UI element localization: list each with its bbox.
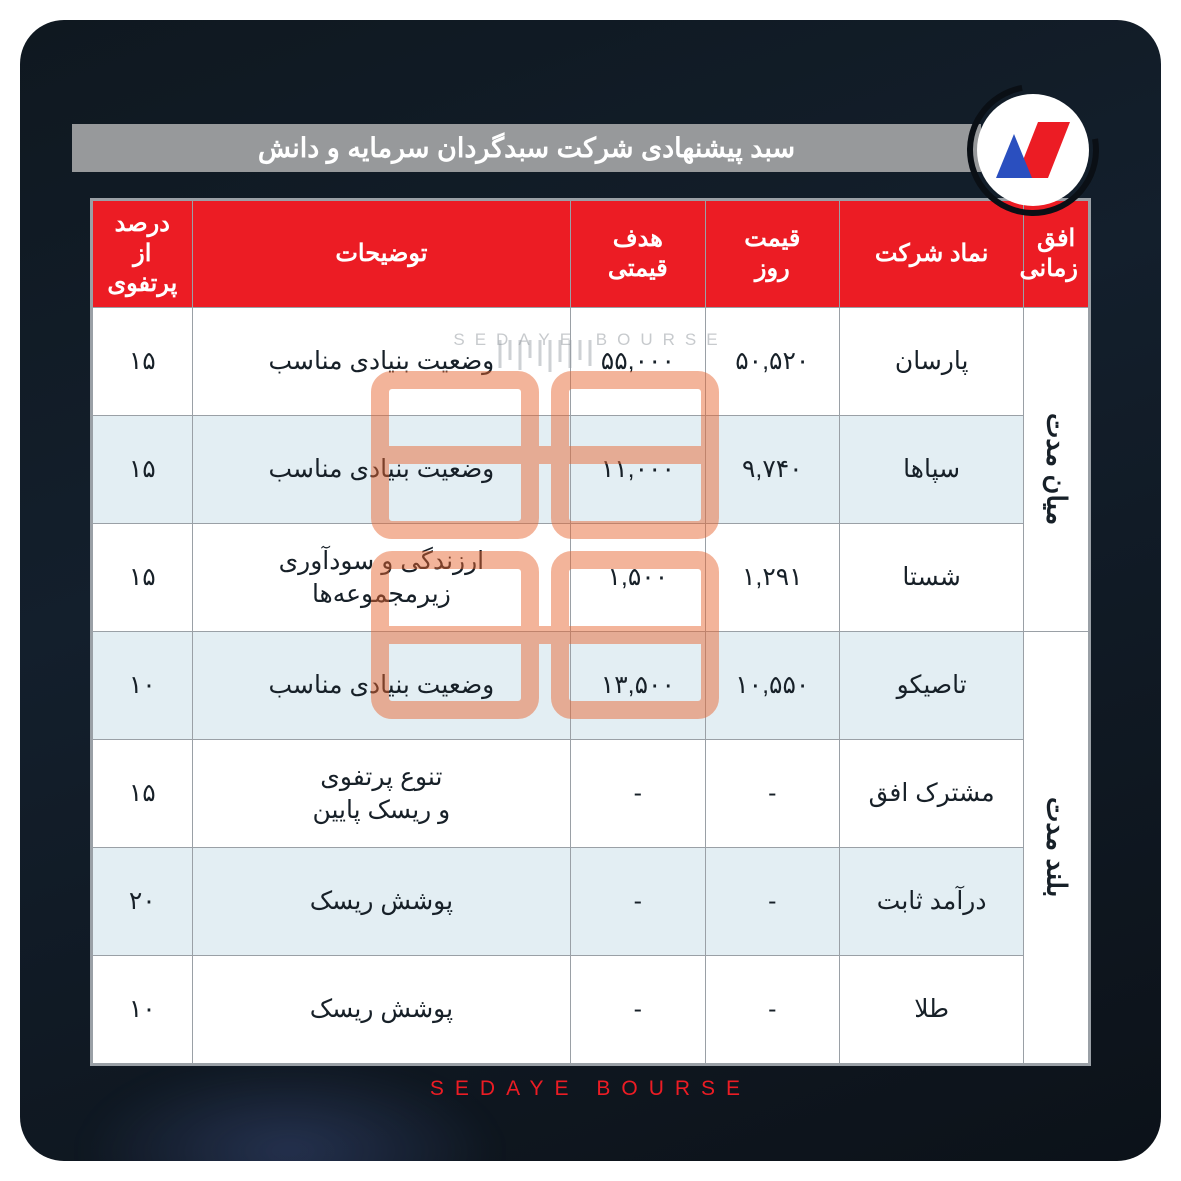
table-row: سپاها۹,۷۴۰۱۱,۰۰۰وضعیت بنیادی مناسب۱۵ xyxy=(93,416,1089,524)
title-bar: سبد پیشنهادی شرکت سبدگردان سرمایه و دانش xyxy=(72,124,981,172)
cell-desc: وضعیت بنیادی مناسب xyxy=(192,632,570,740)
table-row: مشترک افق--تنوع پرتفویو ریسک پایین۱۵ xyxy=(93,740,1089,848)
logo-icon xyxy=(992,114,1074,186)
cell-price: ۱۰,۵۵۰ xyxy=(705,632,839,740)
cell-symbol: طلا xyxy=(840,956,1024,1064)
cell-pct: ۱۰ xyxy=(93,956,193,1064)
table-row: میان مدتپارسان۵۰,۵۲۰۵۵,۰۰۰وضعیت بنیادی م… xyxy=(93,308,1089,416)
cell-target: ۱,۵۰۰ xyxy=(571,524,705,632)
portfolio-table-wrap: افقزمانی نماد شرکت قیمتروز هدفقیمتی توضی… xyxy=(90,198,1091,1066)
cell-target: ۱۱,۰۰۰ xyxy=(571,416,705,524)
cell-pct: ۱۵ xyxy=(93,416,193,524)
col-desc: توضیحات xyxy=(192,201,570,308)
col-horizon: افقزمانی xyxy=(1024,201,1089,308)
col-price: قیمتروز xyxy=(705,201,839,308)
cell-desc: وضعیت بنیادی مناسب xyxy=(192,416,570,524)
cell-symbol: پارسان xyxy=(840,308,1024,416)
cell-pct: ۲۰ xyxy=(93,848,193,956)
cell-price: - xyxy=(705,740,839,848)
cell-price: - xyxy=(705,848,839,956)
table-row: درآمد ثابت--پوشش ریسک۲۰ xyxy=(93,848,1089,956)
col-target: هدفقیمتی xyxy=(571,201,705,308)
logo-circle xyxy=(977,94,1089,206)
table-body: میان مدتپارسان۵۰,۵۲۰۵۵,۰۰۰وضعیت بنیادی م… xyxy=(93,308,1089,1064)
cell-target: ۱۳,۵۰۰ xyxy=(571,632,705,740)
cell-target: - xyxy=(571,848,705,956)
cell-pct: ۱۵ xyxy=(93,308,193,416)
cell-desc: وضعیت بنیادی مناسب xyxy=(192,308,570,416)
table-row: بلند مدتتاصیکو۱۰,۵۵۰۱۳,۵۰۰وضعیت بنیادی م… xyxy=(93,632,1089,740)
cell-pct: ۱۰ xyxy=(93,632,193,740)
bg-glow xyxy=(80,1061,500,1161)
cell-target: - xyxy=(571,740,705,848)
cell-desc: ارزندگی و سودآوریزیرمجموعه‌ها xyxy=(192,524,570,632)
col-pct: درصد ازپرتفوی xyxy=(93,201,193,308)
cell-symbol: درآمد ثابت xyxy=(840,848,1024,956)
horizon-cell: بلند مدت xyxy=(1024,632,1089,1064)
cell-target: ۵۵,۰۰۰ xyxy=(571,308,705,416)
table-head: افقزمانی نماد شرکت قیمتروز هدفقیمتی توضی… xyxy=(93,201,1089,308)
cell-desc: تنوع پرتفویو ریسک پایین xyxy=(192,740,570,848)
card: سبد پیشنهادی شرکت سبدگردان سرمایه و دانش… xyxy=(20,20,1161,1161)
table-row: شستا۱,۲۹۱۱,۵۰۰ارزندگی و سودآوریزیرمجموعه… xyxy=(93,524,1089,632)
cell-symbol: مشترک افق xyxy=(840,740,1024,848)
cell-symbol: شستا xyxy=(840,524,1024,632)
footer-brand: SEDAYE BOURSE xyxy=(20,1077,1161,1101)
cell-symbol: تاصیکو xyxy=(840,632,1024,740)
cell-price: ۵۰,۵۲۰ xyxy=(705,308,839,416)
cell-desc: پوشش ریسک xyxy=(192,956,570,1064)
cell-pct: ۱۵ xyxy=(93,740,193,848)
cell-target: - xyxy=(571,956,705,1064)
cell-pct: ۱۵ xyxy=(93,524,193,632)
horizon-cell: میان مدت xyxy=(1024,308,1089,632)
title-text: سبد پیشنهادی شرکت سبدگردان سرمایه و دانش xyxy=(258,133,795,164)
cell-price: - xyxy=(705,956,839,1064)
cell-price: ۱,۲۹۱ xyxy=(705,524,839,632)
cell-desc: پوشش ریسک xyxy=(192,848,570,956)
portfolio-table: افقزمانی نماد شرکت قیمتروز هدفقیمتی توضی… xyxy=(92,200,1089,1064)
cell-price: ۹,۷۴۰ xyxy=(705,416,839,524)
cell-symbol: سپاها xyxy=(840,416,1024,524)
logo xyxy=(967,84,1099,216)
col-symbol: نماد شرکت xyxy=(840,201,1024,308)
table-row: طلا--پوشش ریسک۱۰ xyxy=(93,956,1089,1064)
